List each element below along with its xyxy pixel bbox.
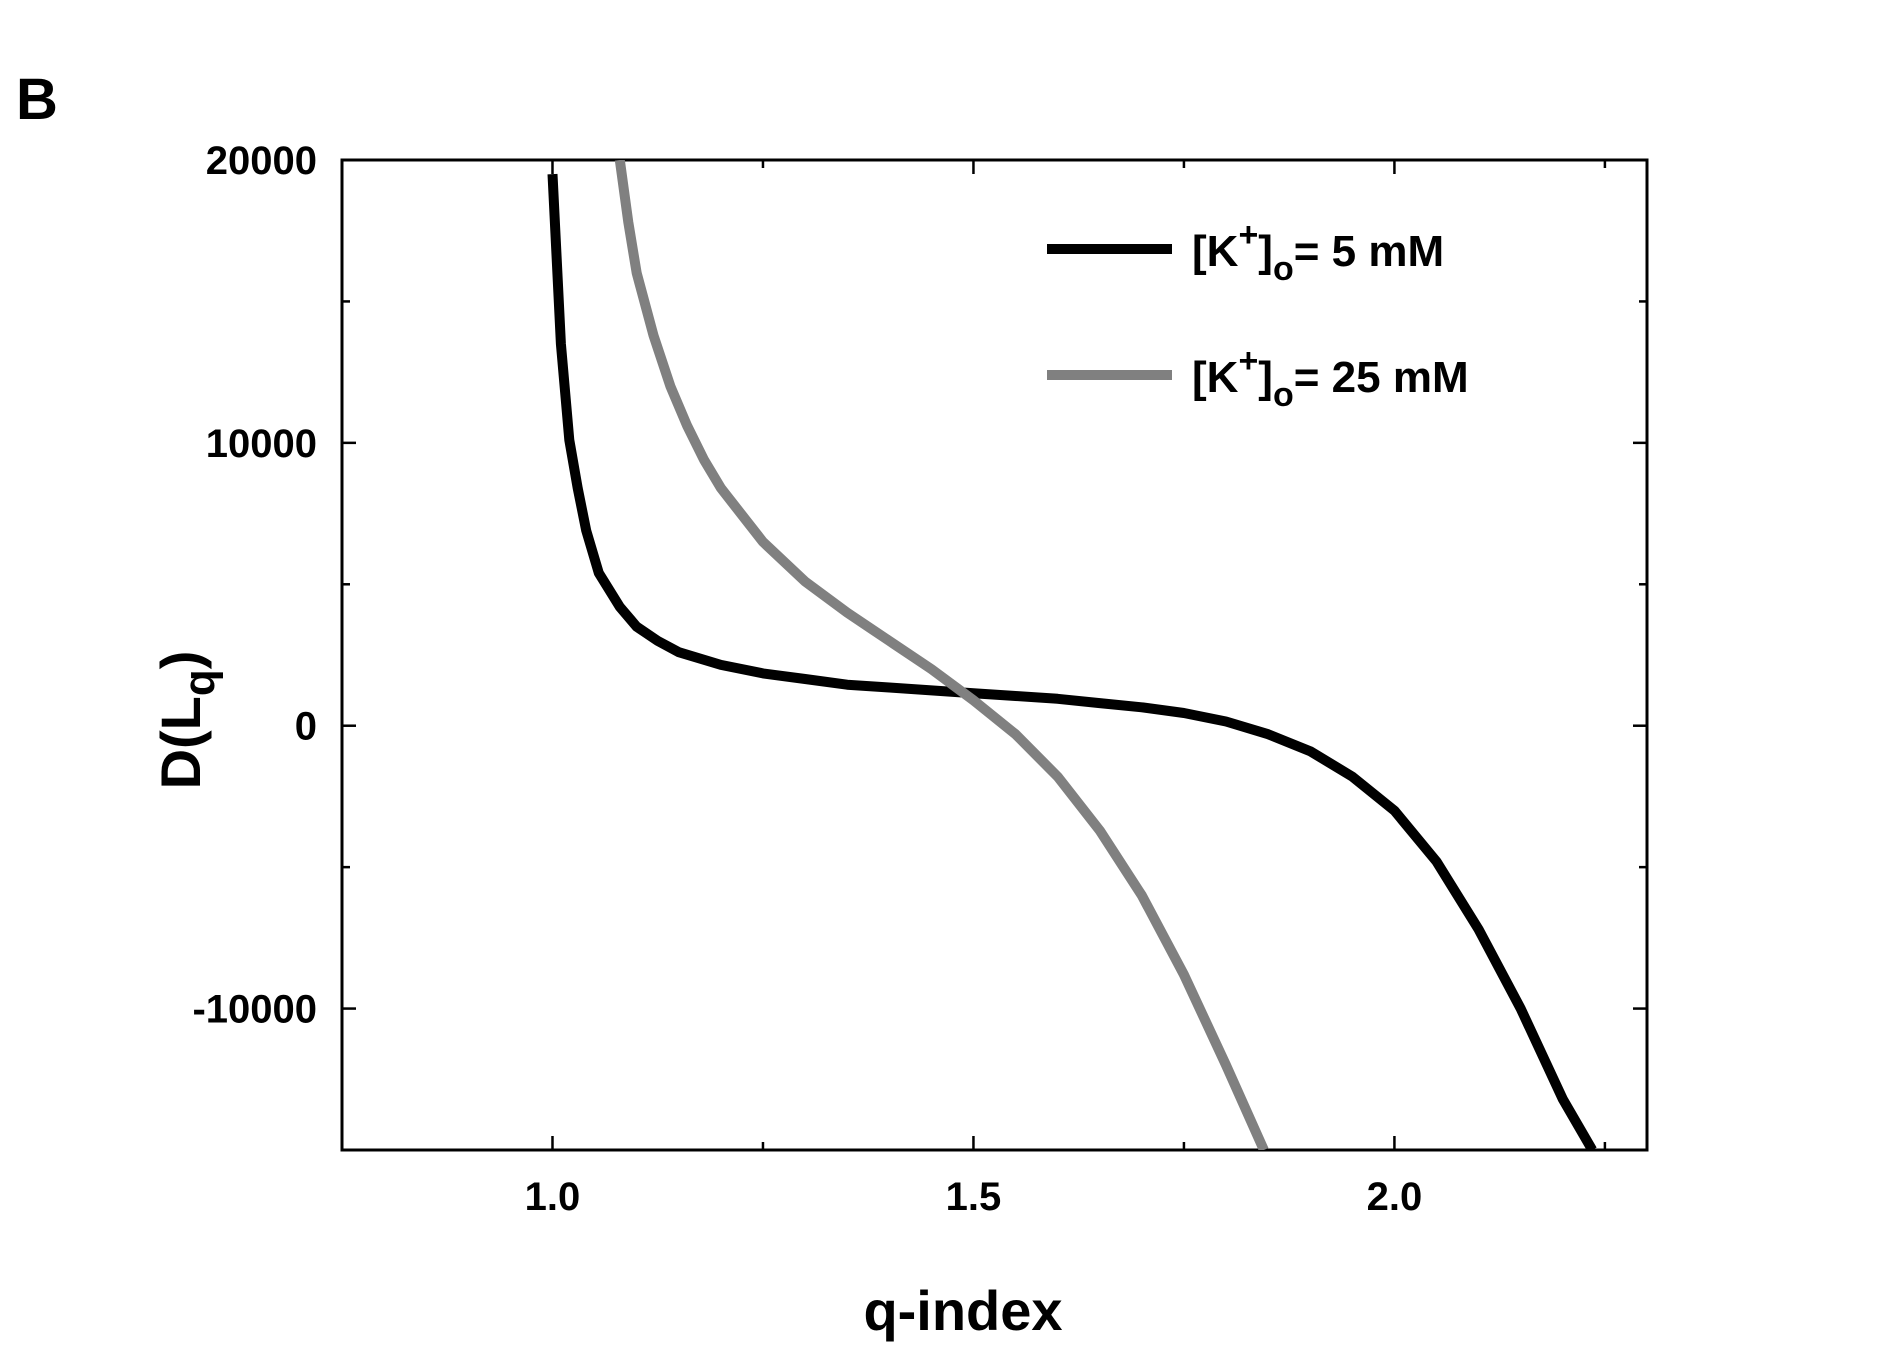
series-layer — [547, 160, 1597, 1150]
x-tick-label: 1.0 — [525, 1175, 581, 1219]
y-axis-title-close: ) — [149, 651, 212, 670]
panel-label: B — [16, 67, 58, 132]
x-tick-label: 1.5 — [946, 1175, 1002, 1219]
x-tick-labels: 1.0 1.5 2.0 — [525, 1175, 1423, 1219]
legend-5mm-post: = 5 mM — [1294, 227, 1444, 276]
legend-5mm-mid: ] — [1258, 227, 1273, 276]
legend-label-25mm: [K+]o= 25 mM — [1192, 342, 1469, 414]
legend-25mm-post: = 25 mM — [1294, 353, 1469, 402]
y-axis-title-main: D(L — [149, 696, 212, 789]
legend-25mm-sub: o — [1273, 376, 1294, 414]
legend-5mm-sup: + — [1238, 216, 1258, 254]
series-line-25mm — [614, 160, 1269, 1150]
y-tick-label: 0 — [295, 705, 317, 749]
y-tick-labels: -10000 0 10000 20000 — [192, 139, 317, 1032]
y-tick-label: -10000 — [192, 988, 317, 1032]
legend-5mm-sub: o — [1273, 250, 1294, 288]
legend-5mm-pre: [K — [1192, 227, 1239, 276]
legend-25mm-sup: + — [1238, 342, 1258, 380]
axis-ticks — [340, 158, 1647, 1152]
series-line-5mm — [547, 173, 1597, 1150]
y-axis-title: D(Lq) — [149, 651, 224, 790]
x-axis-title: q-index — [863, 1279, 1062, 1342]
legend: [K+]o= 5 mM [K+]o= 25 mM — [1047, 216, 1469, 414]
legend-label-5mm: [K+]o= 5 mM — [1192, 216, 1444, 288]
plot-frame — [340, 158, 1649, 1152]
x-tick-label: 2.0 — [1367, 1175, 1423, 1219]
y-tick-label: 20000 — [206, 139, 317, 183]
y-tick-label: 10000 — [206, 422, 317, 466]
legend-25mm-mid: ] — [1258, 353, 1273, 402]
y-axis-title-sub: q — [175, 669, 224, 696]
legend-25mm-pre: [K — [1192, 353, 1239, 402]
